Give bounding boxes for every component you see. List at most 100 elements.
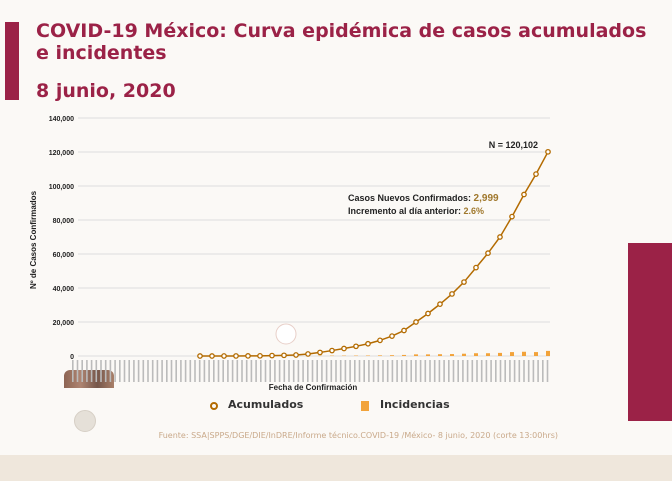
- x-tick-label: [485, 360, 488, 382]
- acumulados-point: [329, 347, 335, 354]
- x-tick-label: [76, 360, 79, 382]
- x-tick-label: [151, 360, 154, 382]
- x-tick-label: [546, 360, 549, 382]
- acumulados-point: [233, 353, 239, 359]
- x-tick-label: [471, 360, 474, 382]
- x-tick-label: [142, 360, 145, 382]
- x-tick-label: [189, 360, 192, 382]
- x-tick-label: [429, 360, 431, 382]
- svg-text:Incremento al día anterior: 2.: Incremento al día anterior: 2.6%: [348, 206, 484, 216]
- acumulados-point: [245, 353, 251, 359]
- incidencias-bar: [378, 355, 382, 356]
- acumulados-point: [209, 353, 215, 359]
- acumulados-point: [221, 353, 227, 359]
- acumulados-point: [533, 171, 539, 177]
- legend-acumulados: Acumulados: [228, 398, 304, 411]
- y-tick-label: 0: [70, 354, 74, 361]
- acumulados-point: [521, 191, 527, 198]
- incidencias-bar: [390, 355, 394, 356]
- acumulados-point: [377, 337, 383, 344]
- x-tick-label: [433, 360, 436, 382]
- legend-incidencias: Incidencias: [380, 398, 450, 411]
- x-tick-label: [241, 360, 243, 382]
- new-cases-value: 2,999: [474, 193, 499, 204]
- x-tick-label: [457, 360, 459, 382]
- x-tick-label: [391, 360, 394, 382]
- x-tick-label: [499, 360, 502, 382]
- x-tick-label: [532, 360, 535, 382]
- x-axis-title: Fecha de Confirmación: [269, 383, 358, 392]
- acumulados-point: [353, 343, 359, 350]
- x-tick-label: [114, 360, 116, 382]
- x-tick-label: [363, 360, 365, 382]
- x-tick-label: [401, 360, 403, 382]
- acumulados-point: [281, 352, 287, 359]
- acumulados-point: [449, 291, 455, 297]
- x-tick-label: [255, 360, 257, 382]
- x-tick-label: [90, 360, 93, 382]
- y-tick-label: 40,000: [53, 286, 75, 293]
- acumulados-point: [293, 352, 299, 358]
- incidencias-bar: [402, 354, 406, 356]
- x-tick-label: [119, 360, 121, 382]
- incidencias-bar: [462, 353, 466, 356]
- incidencias-bar: [486, 353, 490, 356]
- x-tick-label: [452, 360, 455, 382]
- incidencias-bar: [546, 350, 550, 356]
- x-tick-label: [518, 360, 521, 382]
- x-tick-label: [335, 360, 337, 382]
- x-tick-label: [236, 360, 239, 382]
- x-tick-label: [222, 360, 224, 382]
- x-tick-label: [321, 360, 323, 382]
- y-tick-label: 60,000: [53, 252, 75, 259]
- x-tick-label: [260, 360, 262, 382]
- x-tick-label: [147, 360, 149, 382]
- x-tick-label: [490, 360, 492, 382]
- x-tick-label: [307, 360, 309, 382]
- x-tick-label: [245, 360, 248, 382]
- x-tick-label: [466, 360, 469, 382]
- x-tick-label: [509, 360, 511, 382]
- x-tick-label: [410, 360, 412, 382]
- y-tick-label: 120,000: [49, 150, 74, 157]
- x-tick-label: [325, 360, 328, 382]
- x-tick-label: [269, 360, 271, 382]
- acumulados-point: [425, 310, 431, 317]
- x-tick-label: [368, 360, 370, 382]
- x-tick-label: [288, 360, 290, 382]
- x-tick-label: [316, 360, 318, 382]
- x-tick-label: [208, 360, 210, 382]
- increment-value: 2.6%: [464, 206, 485, 216]
- x-tick-label: [231, 360, 234, 382]
- x-tick-label: [213, 360, 215, 382]
- x-tick-label: [72, 360, 74, 382]
- acumulados-point: [269, 352, 275, 359]
- government-seal: [74, 410, 96, 432]
- x-tick-label: [344, 360, 347, 382]
- x-tick-label: [198, 360, 201, 382]
- x-tick-label: [170, 360, 173, 382]
- acumulados-point: [257, 352, 263, 359]
- x-tick-label: [537, 360, 539, 382]
- increment-label: Incremento al día anterior:: [348, 206, 461, 216]
- x-tick-label: [330, 360, 333, 382]
- incidencias-bar: [474, 353, 478, 356]
- figure-icon: [275, 323, 297, 345]
- y-tick-label: 80,000: [53, 218, 75, 225]
- x-tick-label: [462, 360, 464, 382]
- acumulados-point: [365, 340, 371, 347]
- x-tick-label: [184, 360, 187, 382]
- x-tick-label: [311, 360, 314, 382]
- x-tick-label: [161, 360, 163, 382]
- x-tick-label: [227, 360, 229, 382]
- x-tick-label: [495, 360, 497, 382]
- y-axis-title: Nº de Casos Confirmados: [29, 190, 38, 289]
- x-tick-label: [123, 360, 126, 382]
- acumulados-point: [437, 301, 443, 307]
- x-tick-label: [513, 360, 516, 382]
- x-tick-label: [527, 360, 530, 382]
- x-tick-label: [349, 360, 351, 382]
- incidencias-bar: [522, 351, 526, 356]
- acumulados-point: [197, 353, 203, 359]
- x-tick-label: [166, 360, 168, 382]
